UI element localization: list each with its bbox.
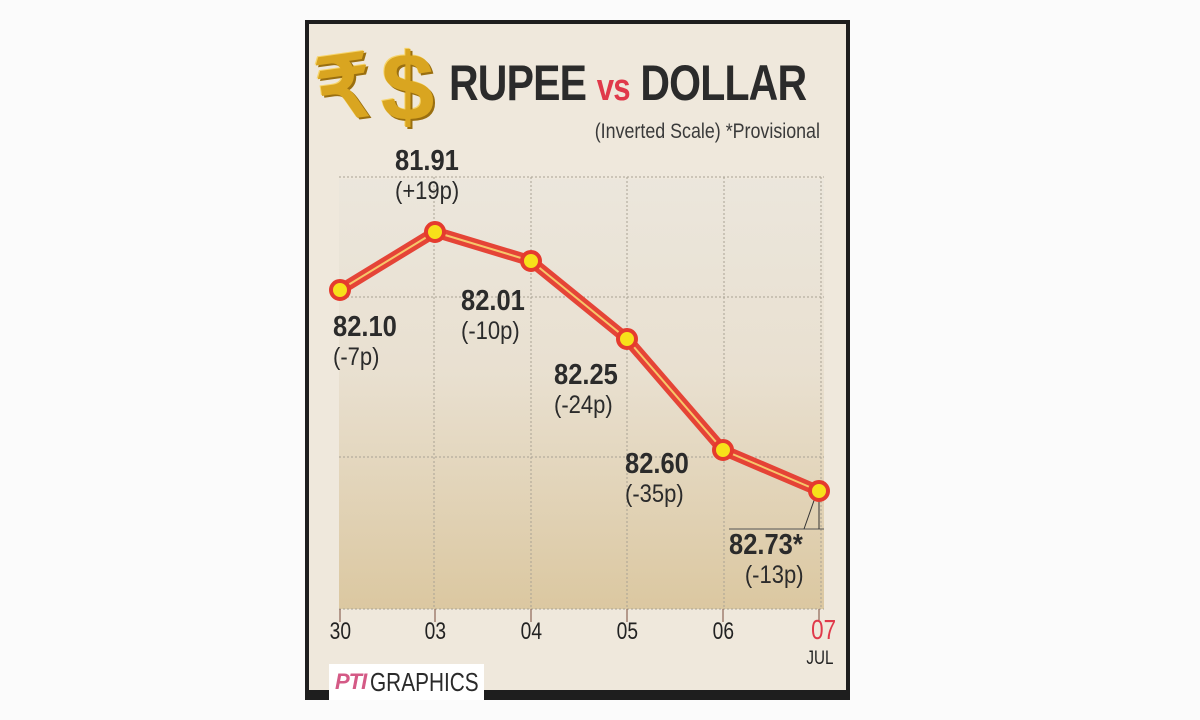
tick-marks	[339, 609, 820, 622]
point-label-05: 82.25 (-24p)	[554, 359, 618, 419]
pti-logo: PTI	[335, 669, 367, 694]
line-chart	[329, 176, 830, 622]
title-rupee: RUPEE	[449, 55, 587, 111]
dollar-icon: $	[381, 34, 435, 141]
chart-subtitle: (Inverted Scale) *Provisional	[594, 120, 820, 143]
source-credit: PTI GRAPHICS	[329, 664, 484, 700]
banknote-background	[339, 179, 824, 609]
title-vs: vs	[596, 67, 631, 109]
month-label: JUL	[806, 648, 834, 669]
point-label-30: 82.10 (-7p)	[333, 311, 397, 371]
grid-lines	[339, 176, 824, 610]
x-label-30: 30	[329, 618, 352, 645]
point-label-04: 82.01 (-10p)	[461, 285, 525, 345]
x-label-07: 07	[811, 614, 837, 645]
x-label-05: 05	[616, 618, 639, 645]
title-dollar: DOLLAR	[640, 55, 807, 111]
point-label-03: 81.91 (+19p)	[395, 145, 460, 205]
source-label: GRAPHICS	[370, 666, 479, 697]
chart-title: RUPEE vs DOLLAR	[449, 54, 807, 112]
x-label-06: 06	[712, 618, 735, 645]
chart-card: ₹ $ RUPEE vs DOLLAR (Inverted Scale) *Pr…	[305, 20, 850, 700]
x-label-03: 03	[424, 618, 447, 645]
point-label-07: 82.73* (-13p)	[729, 529, 804, 589]
x-label-04: 04	[520, 618, 543, 645]
data-markers	[329, 221, 830, 502]
chart-header: ₹ $ RUPEE vs DOLLAR (Inverted Scale) *Pr…	[309, 24, 846, 164]
point-label-06: 82.60 (-35p)	[625, 448, 689, 508]
